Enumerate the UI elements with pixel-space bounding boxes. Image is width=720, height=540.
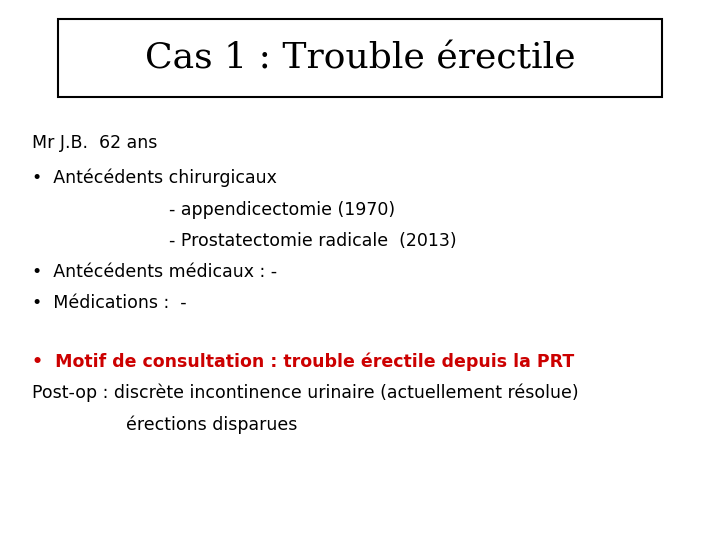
Text: •  Motif de consultation : trouble érectile depuis la PRT: • Motif de consultation : trouble érecti… [32, 353, 575, 371]
Text: Mr J.B.  62 ans: Mr J.B. 62 ans [32, 134, 158, 152]
Text: •  Antécédents médicaux : -: • Antécédents médicaux : - [32, 263, 277, 281]
Text: •  Médications :  -: • Médications : - [32, 294, 187, 313]
Text: - appendicectomie (1970): - appendicectomie (1970) [169, 200, 395, 219]
Text: - Prostatectomie radicale  (2013): - Prostatectomie radicale (2013) [169, 232, 456, 250]
FancyBboxPatch shape [58, 19, 662, 97]
Text: Cas 1 : Trouble érectile: Cas 1 : Trouble érectile [145, 41, 575, 75]
Text: •  Antécédents chirurgicaux: • Antécédents chirurgicaux [32, 169, 277, 187]
Text: Post-op : discrète incontinence urinaire (actuellement résolue): Post-op : discrète incontinence urinaire… [32, 384, 579, 402]
Text: érections disparues: érections disparues [126, 415, 297, 434]
